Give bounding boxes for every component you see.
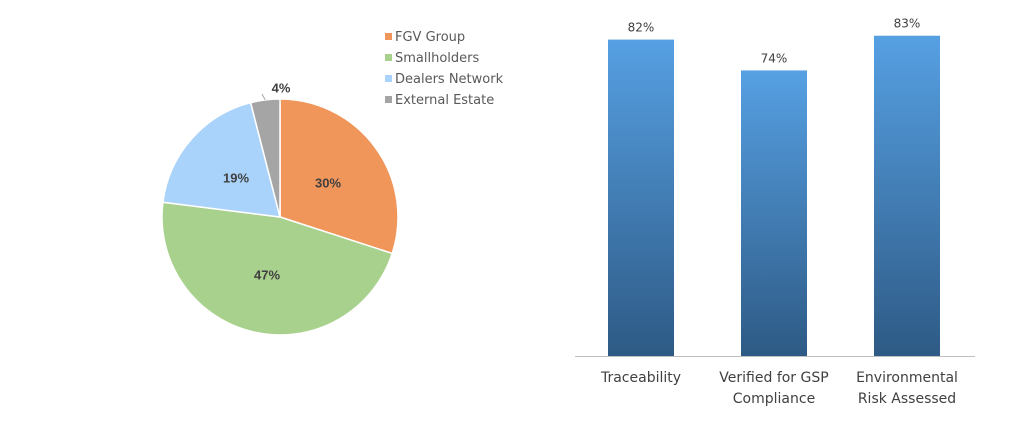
legend-item-fgv-group: FGV Group	[395, 30, 465, 45]
pie-label-external-estate: 4%	[272, 80, 291, 95]
bar-chart: 82% 74% 83% Traceability Verified for GSP Co…	[575, 17, 975, 407]
pie-slices	[161, 98, 399, 336]
pie-labels: 30% 47% 19% 4%	[223, 80, 341, 282]
legend-swatch	[385, 96, 392, 103]
category-label: Risk Assessed	[858, 391, 956, 407]
bar-category-labels: Traceability Verified for GSP Compliance En…	[600, 370, 958, 407]
category-label: Environmental	[856, 370, 958, 386]
category-label: Verified for GSP	[719, 370, 828, 386]
pie-slice-smallholders	[161, 201, 394, 336]
legend-swatch	[385, 33, 392, 40]
category-label: Traceability	[600, 370, 681, 386]
pie-slice-dealers-network	[162, 101, 282, 218]
bar-value-label: 74%	[761, 51, 788, 65]
pie-chart: 30% 47% 19% 4% FGV Group Smallholders Dealers…	[161, 30, 504, 336]
bar-traceability	[608, 39, 674, 356]
bar-value-label: 82%	[628, 21, 655, 35]
bar-environmental-risk-assessed	[874, 35, 940, 356]
pie-slice-fgv-group	[279, 98, 399, 255]
category-label: Compliance	[733, 391, 815, 407]
pie-label-smallholders: 47%	[254, 267, 280, 282]
legend-item-dealers-network: Dealers Network	[395, 72, 504, 87]
bar-value-label: 83%	[894, 17, 921, 31]
bar-verified-for-gsp-compliance	[741, 70, 807, 356]
legend-swatch	[385, 54, 392, 61]
pie-label-dealers-network: 19%	[223, 170, 249, 185]
pie-slice-external-estate	[249, 98, 281, 218]
legend-item-smallholders: Smallholders	[395, 51, 480, 66]
pie-label-fgv-group: 30%	[315, 175, 341, 190]
pie-leader-line	[261, 93, 266, 101]
legend-item-external-estate: External Estate	[395, 93, 494, 108]
pie-legend: FGV Group Smallholders Dealers Network Exte…	[385, 30, 504, 108]
bar-value-labels: 82% 74% 83%	[628, 17, 921, 66]
bars	[608, 35, 940, 356]
legend-swatch	[385, 75, 392, 82]
